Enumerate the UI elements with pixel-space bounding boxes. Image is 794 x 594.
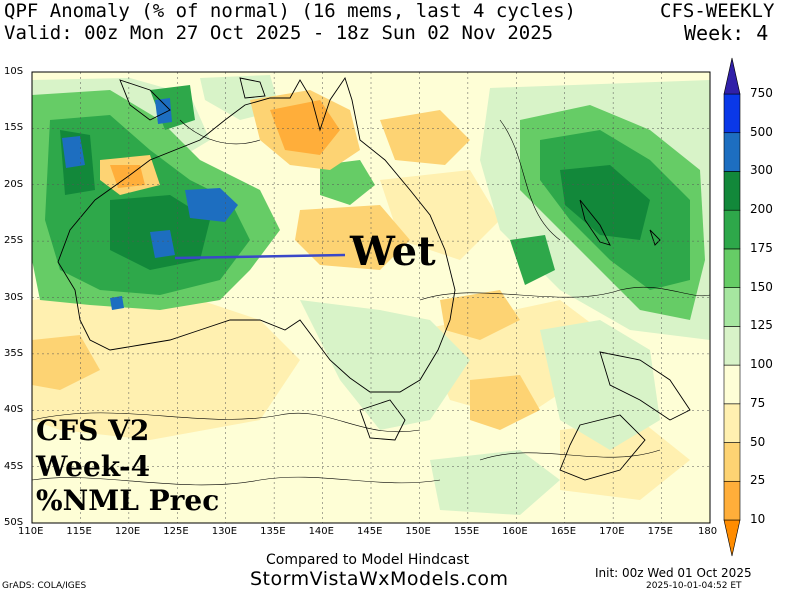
lon-label: 180 xyxy=(698,526,718,537)
lon-label: 165E xyxy=(550,526,577,537)
colorbar-segment xyxy=(723,132,741,172)
colorbar-label: 500 xyxy=(750,124,773,139)
lat-label: 20S xyxy=(4,178,24,190)
lon-label: 130E xyxy=(211,526,238,537)
colorbar-label: 150 xyxy=(750,279,773,294)
model-overlay-line-3: %NML Prec xyxy=(36,484,220,517)
lon-label: 120E xyxy=(114,526,141,537)
wet-annotation-text: Wet xyxy=(350,228,436,275)
colorbar-label: 125 xyxy=(750,318,773,333)
colorbar-label: 300 xyxy=(750,163,773,178)
lon-label: 175E xyxy=(647,526,673,537)
model-overlay-line-2: Week-4 xyxy=(36,450,151,483)
model-label: CFS-WEEKLY xyxy=(660,0,775,22)
extreme-wet-blobs xyxy=(62,98,238,310)
lon-label: 115E xyxy=(66,526,92,537)
colorbar xyxy=(723,57,741,557)
title-line-1: QPF Anomaly (% of normal) (16 mems, last… xyxy=(4,0,576,22)
footer-site: StormVistaWxModels.com xyxy=(250,568,509,590)
lon-label: 170E xyxy=(599,526,625,537)
colorbar-label: 10 xyxy=(750,512,766,526)
coastlines xyxy=(57,76,691,481)
colorbar-label: 750 xyxy=(750,86,773,100)
colorbar-top-arrow xyxy=(723,57,741,95)
colorbar-segment xyxy=(723,480,741,521)
colorbar-segment xyxy=(723,403,741,443)
colorbar-label: 200 xyxy=(750,202,773,217)
lon-label: 110E xyxy=(18,526,44,537)
contour-lines xyxy=(32,119,710,486)
colorbar-label: 25 xyxy=(750,473,766,488)
dry-zones xyxy=(32,90,540,430)
lon-label: 160E xyxy=(502,526,528,537)
footer-timestamp: 2025-10-01-04:52 ET xyxy=(646,581,742,591)
colorbar-segment xyxy=(723,171,741,211)
lat-label: 50S xyxy=(4,517,24,528)
colorbar-segment xyxy=(723,93,741,134)
week-label: Week: 4 xyxy=(684,21,769,45)
lon-label: 145E xyxy=(357,526,383,537)
model-overlay-line-1: CFS V2 xyxy=(36,414,150,447)
lat-label: 40S xyxy=(4,404,24,416)
lon-label: 140E xyxy=(308,526,334,537)
colorbar-segment xyxy=(723,287,741,327)
colorbar-label: 75 xyxy=(750,395,766,410)
lat-label: 10S xyxy=(4,66,24,77)
lat-label: 15S xyxy=(4,122,24,134)
colorbar-segment xyxy=(723,326,741,366)
colorbar-segment xyxy=(723,209,741,250)
lat-label: 30S xyxy=(4,291,24,303)
colorbar-label: 100 xyxy=(750,357,773,372)
colorbar-label: 175 xyxy=(750,240,773,255)
lat-label: 25S xyxy=(4,235,24,247)
title-line-2: Valid: 00z Mon 27 Oct 2025 - 18z Sun 02 … xyxy=(4,22,554,44)
lat-label: 45S xyxy=(4,460,24,472)
lat-label: 35S xyxy=(4,347,24,359)
colorbar-segment xyxy=(723,248,741,288)
footer-init: Init: 00z Wed 01 Oct 2025 xyxy=(595,566,752,580)
lon-label: 135E xyxy=(260,526,286,537)
footer-credit: GrADS: COLA/IGES xyxy=(2,581,87,591)
lon-label: 125E xyxy=(163,526,189,537)
wet-annotation-line xyxy=(174,253,346,260)
colorbar-label: 50 xyxy=(750,434,766,449)
lon-label: 155E xyxy=(453,526,480,537)
grid-lines xyxy=(32,72,710,523)
colorbar-bottom-arrow xyxy=(723,519,741,557)
colorbar-segment xyxy=(723,442,741,482)
map-border xyxy=(31,71,711,524)
lon-label: 150E xyxy=(405,526,431,537)
colorbar-segment xyxy=(723,364,741,405)
footer-compared: Compared to Model Hindcast xyxy=(266,552,470,568)
